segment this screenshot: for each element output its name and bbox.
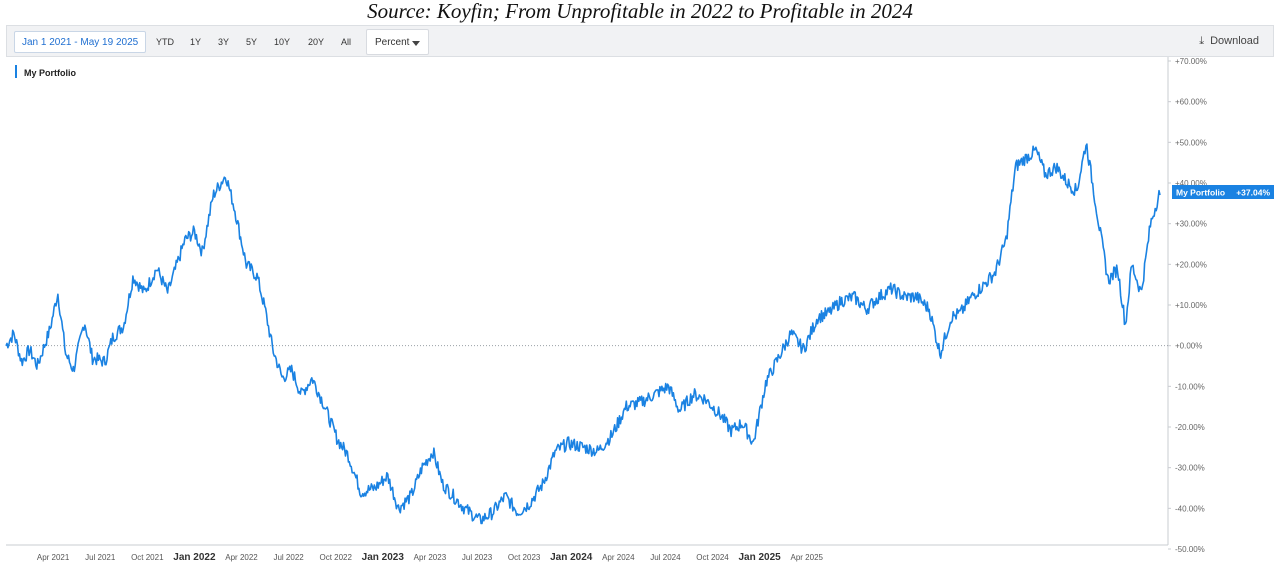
y-tick-label: +50.00% bbox=[1175, 138, 1207, 147]
legend: My Portfolio bbox=[15, 65, 76, 78]
x-tick-label: Oct 2023 bbox=[508, 553, 541, 562]
x-tick-label: Oct 2021 bbox=[131, 553, 164, 562]
x-tick-label: Oct 2024 bbox=[696, 553, 729, 562]
mode-select-value: Percent bbox=[375, 37, 410, 48]
chevron-down-icon bbox=[412, 41, 420, 46]
x-tick-label: Apr 2024 bbox=[602, 553, 635, 562]
y-tick-label: +40.00% bbox=[1175, 179, 1207, 188]
x-tick-label: Jul 2022 bbox=[273, 553, 304, 562]
y-tick-label: +70.00% bbox=[1175, 57, 1207, 66]
x-tick-label: Jan 2023 bbox=[362, 552, 405, 563]
y-tick-label: -20.00% bbox=[1175, 423, 1205, 432]
period-3y-button[interactable]: 3Y bbox=[218, 37, 230, 47]
period-1y-button[interactable]: 1Y bbox=[190, 37, 202, 47]
legend-swatch bbox=[15, 65, 17, 78]
chart-caption: Source: Koyfin; From Unprofitable in 202… bbox=[367, 0, 913, 23]
period-20y-button[interactable]: 20Y bbox=[308, 37, 325, 47]
last-value-badge: My Portfolio +37.04% bbox=[1172, 185, 1274, 199]
period-10y-button[interactable]: 10Y bbox=[274, 37, 291, 47]
last-value-badge-bg bbox=[1172, 185, 1274, 199]
y-tick-label: +20.00% bbox=[1175, 260, 1207, 269]
x-tick-labels: Apr 2021 Jul 2021 Oct 2021 Jan 2022 Apr 2022… bbox=[37, 552, 824, 563]
x-tick-label: Jul 2023 bbox=[462, 553, 493, 562]
last-value-series-label: My Portfolio bbox=[1176, 188, 1225, 198]
mode-select[interactable]: Percent bbox=[366, 29, 429, 55]
date-range-button[interactable]: Jan 1 2021 - May 19 2025 bbox=[14, 31, 147, 53]
period-all-button[interactable]: All bbox=[341, 37, 352, 47]
y-tick-label: -50.00% bbox=[1175, 545, 1205, 554]
x-tick-label: Apr 2025 bbox=[791, 553, 824, 562]
download-icon: ⤓ bbox=[1199, 35, 1205, 47]
y-tick-label: -30.00% bbox=[1175, 464, 1205, 473]
x-tick-label: Oct 2022 bbox=[319, 553, 352, 562]
last-value-label: +37.04% bbox=[1236, 188, 1270, 198]
x-tick-label: Apr 2021 bbox=[37, 553, 70, 562]
x-tick-label: Jan 2025 bbox=[738, 552, 781, 563]
y-tick-label: -10.00% bbox=[1175, 382, 1205, 391]
chart-toolbar: Jan 1 2021 - May 19 2025 YTD 1Y 3Y 5Y 10… bbox=[6, 25, 1274, 57]
y-tick-label: +60.00% bbox=[1175, 98, 1207, 107]
download-button[interactable]: ⤓ Download bbox=[1199, 26, 1259, 56]
x-tick-label: Jul 2021 bbox=[85, 553, 116, 562]
y-tick-label: +30.00% bbox=[1175, 220, 1207, 229]
download-label: Download bbox=[1210, 35, 1259, 47]
x-tick-label: Jan 2022 bbox=[173, 552, 216, 563]
period-ytd-button[interactable]: YTD bbox=[156, 37, 174, 47]
legend-label: My Portfolio bbox=[24, 68, 76, 78]
x-tick-label: Jan 2024 bbox=[550, 552, 593, 563]
period-5y-button[interactable]: 5Y bbox=[246, 37, 258, 47]
x-tick-label: Apr 2023 bbox=[414, 553, 447, 562]
portfolio-line-chart: +70.00% +60.00% +50.00% +40.00% +30.00% +20.0… bbox=[5, 57, 1274, 563]
series-line-my-portfolio bbox=[5, 143, 1161, 525]
y-tick-labels: +70.00% +60.00% +50.00% +40.00% +30.00% +20.0… bbox=[1168, 57, 1207, 554]
x-tick-label: Jul 2024 bbox=[650, 553, 681, 562]
y-tick-label: +0.00% bbox=[1175, 342, 1202, 351]
y-tick-label: -40.00% bbox=[1175, 504, 1205, 513]
x-tick-label: Apr 2022 bbox=[225, 553, 258, 562]
y-tick-label: +10.00% bbox=[1175, 301, 1207, 310]
